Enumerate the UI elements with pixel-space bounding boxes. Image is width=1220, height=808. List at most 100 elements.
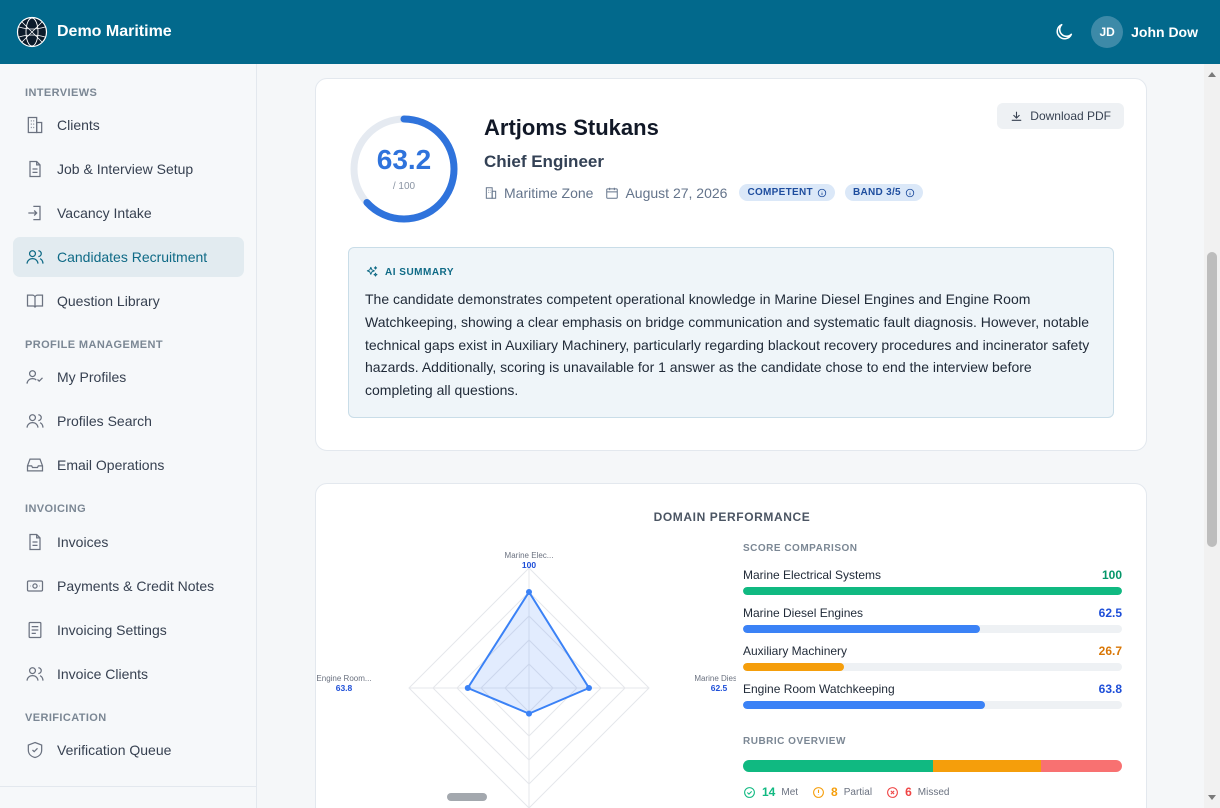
sidebar-item-clients[interactable]: Clients xyxy=(13,105,244,145)
sidebar-item-email-operations[interactable]: Email Operations xyxy=(13,445,244,485)
rubric-legend: 14 Met 8 Partial 6 Missed xyxy=(743,785,963,799)
check-circle-icon xyxy=(744,786,755,798)
candidate-role: Chief Engineer xyxy=(484,152,604,171)
band-badge-label: BAND 3/5 xyxy=(852,187,901,198)
sidebar-item-candidates-recruitment[interactable]: Candidates Recruitment xyxy=(13,237,244,277)
section-title-verification: VERIFICATION xyxy=(25,712,107,724)
radar-data-point xyxy=(464,685,471,691)
rubric-missed-label: Missed xyxy=(917,786,950,798)
radar-value-label: 63.8 xyxy=(336,683,353,693)
info-icon xyxy=(817,188,827,197)
sidebar-item-label: Verification Queue xyxy=(57,742,172,758)
competency-badge[interactable]: COMPETENT xyxy=(739,184,835,201)
score-row-value: 62.5 xyxy=(1098,606,1122,620)
building-icon xyxy=(27,116,43,134)
x-circle-icon xyxy=(887,786,898,798)
score-row-label: Marine Diesel Engines xyxy=(743,606,864,620)
company-name: Maritime Zone xyxy=(504,184,594,201)
ai-summary-title: AI SUMMARY xyxy=(385,266,455,278)
score-row: Marine Electrical Systems 100 xyxy=(743,568,1122,598)
rubric-segment-met xyxy=(743,760,933,772)
rubric-met-label: Met xyxy=(781,786,799,798)
users-icon xyxy=(26,667,44,681)
radar-axis-label: Engine Room... xyxy=(316,674,371,683)
candidate-name: Artjoms Stukans xyxy=(484,115,659,140)
list-icon xyxy=(28,621,42,639)
sidebar-item-payments-credit-notes[interactable]: Payments & Credit Notes xyxy=(13,566,244,606)
sidebar-item-label: Payments & Credit Notes xyxy=(57,578,215,594)
sidebar-item-invoicing-settings[interactable]: Invoicing Settings xyxy=(13,610,244,650)
sidebar-item-my-profiles[interactable]: My Profiles xyxy=(13,357,244,397)
moon-icon[interactable] xyxy=(1053,21,1075,43)
radar-chart: Marine Elec...100 Marine Dies...62.5 Engin… xyxy=(316,551,736,808)
scroll-down-arrow-icon[interactable] xyxy=(1208,795,1216,800)
score-row-label: Auxiliary Machinery xyxy=(743,644,848,658)
rubric-segment-partial xyxy=(932,760,1041,772)
rubric-segment-missed xyxy=(1040,760,1122,772)
brand-name: Demo Maritime xyxy=(57,23,172,40)
horizontal-scroll-handle[interactable] xyxy=(447,793,487,801)
score-bar-track xyxy=(743,701,1122,709)
document-icon xyxy=(29,160,41,178)
sidebar-item-invoice-clients[interactable]: Invoice Clients xyxy=(13,654,244,694)
radar-value-label: 100 xyxy=(522,560,536,570)
sidebar-item-label: Clients xyxy=(57,117,100,133)
sidebar-item-label: Profiles Search xyxy=(57,413,152,429)
sidebar-item-label: Candidates Recruitment xyxy=(57,249,208,265)
overall-score: 63.2 xyxy=(376,144,432,175)
inbox-icon xyxy=(26,458,44,472)
shield-check-icon xyxy=(27,741,43,759)
ai-summary-text: The candidate demonstrates competent ope… xyxy=(365,291,1090,399)
sidebar-item-label: Vacancy Intake xyxy=(57,205,152,221)
candidate-meta: Maritime Zone August 27, 2026 COMPETENT … xyxy=(484,184,933,201)
user-name[interactable]: John Dow xyxy=(1131,24,1198,40)
section-title-interviews: INTERVIEWS xyxy=(25,87,98,99)
score-row-value: 26.7 xyxy=(1098,644,1122,658)
radar-axis-label: Marine Dies... xyxy=(694,674,736,683)
section-title-profile-management: PROFILE MANAGEMENT xyxy=(25,339,163,351)
rubric-missed-count: 6 xyxy=(905,785,912,799)
sidebar-footer xyxy=(0,786,256,808)
radar-value-label: 62.5 xyxy=(711,683,728,693)
vertical-scrollbar[interactable] xyxy=(1204,64,1220,808)
sidebar-item-invoices[interactable]: Invoices xyxy=(13,522,244,562)
main-content: 63.2 / 100 Artjoms Stukans Chief Enginee… xyxy=(258,64,1204,808)
ai-summary-box: AI SUMMARY The candidate demonstrates co… xyxy=(348,247,1114,418)
rubric-partial-count: 8 xyxy=(831,785,838,799)
sidebar: INTERVIEWS Clients Job & Interview Setup… xyxy=(0,64,257,808)
score-bar-track xyxy=(743,587,1122,595)
sidebar-item-job-interview-setup[interactable]: Job & Interview Setup xyxy=(13,149,244,189)
radar-data-point xyxy=(526,710,532,717)
candidate-card: 63.2 / 100 Artjoms Stukans Chief Enginee… xyxy=(315,78,1147,451)
section-title-invoicing: INVOICING xyxy=(25,503,87,515)
avatar[interactable]: JD xyxy=(1091,16,1124,48)
sidebar-item-label: Invoicing Settings xyxy=(57,622,167,638)
score-bar-fill xyxy=(743,663,845,671)
overall-score-max: / 100 xyxy=(392,181,416,192)
sidebar-item-profiles-search[interactable]: Profiles Search xyxy=(13,401,244,441)
domain-performance-card: DOMAIN PERFORMANCE Marine Elec... 100 Mari… xyxy=(315,483,1147,808)
sidebar-item-label: My Profiles xyxy=(57,369,127,385)
score-gauge xyxy=(350,115,458,223)
band-badge[interactable]: BAND 3/5 xyxy=(844,184,923,201)
users-icon xyxy=(26,250,44,264)
sidebar-item-label: Question Library xyxy=(57,293,160,309)
document-icon xyxy=(29,533,41,551)
score-row: Auxiliary Machinery 26.7 xyxy=(743,644,1122,674)
banknote-icon xyxy=(26,580,44,592)
user-check-icon xyxy=(26,370,43,384)
brand[interactable]: Demo Maritime xyxy=(16,16,172,48)
login-icon xyxy=(28,205,41,221)
radar-grid-ring xyxy=(408,567,650,808)
sidebar-item-vacancy-intake[interactable]: Vacancy Intake xyxy=(13,193,244,233)
scrollbar-thumb[interactable] xyxy=(1207,252,1217,547)
sidebar-item-verification-queue[interactable]: Verification Queue xyxy=(13,730,244,770)
calendar-icon xyxy=(606,187,619,199)
score-row-label: Engine Room Watchkeeping xyxy=(743,682,895,696)
scroll-up-arrow-icon[interactable] xyxy=(1208,72,1216,77)
score-row-value: 100 xyxy=(1101,568,1122,582)
globe-logo-icon xyxy=(16,16,48,48)
sidebar-item-question-library[interactable]: Question Library xyxy=(13,281,244,321)
download-pdf-button[interactable]: Download PDF xyxy=(997,103,1124,129)
score-bar-fill xyxy=(743,701,985,709)
